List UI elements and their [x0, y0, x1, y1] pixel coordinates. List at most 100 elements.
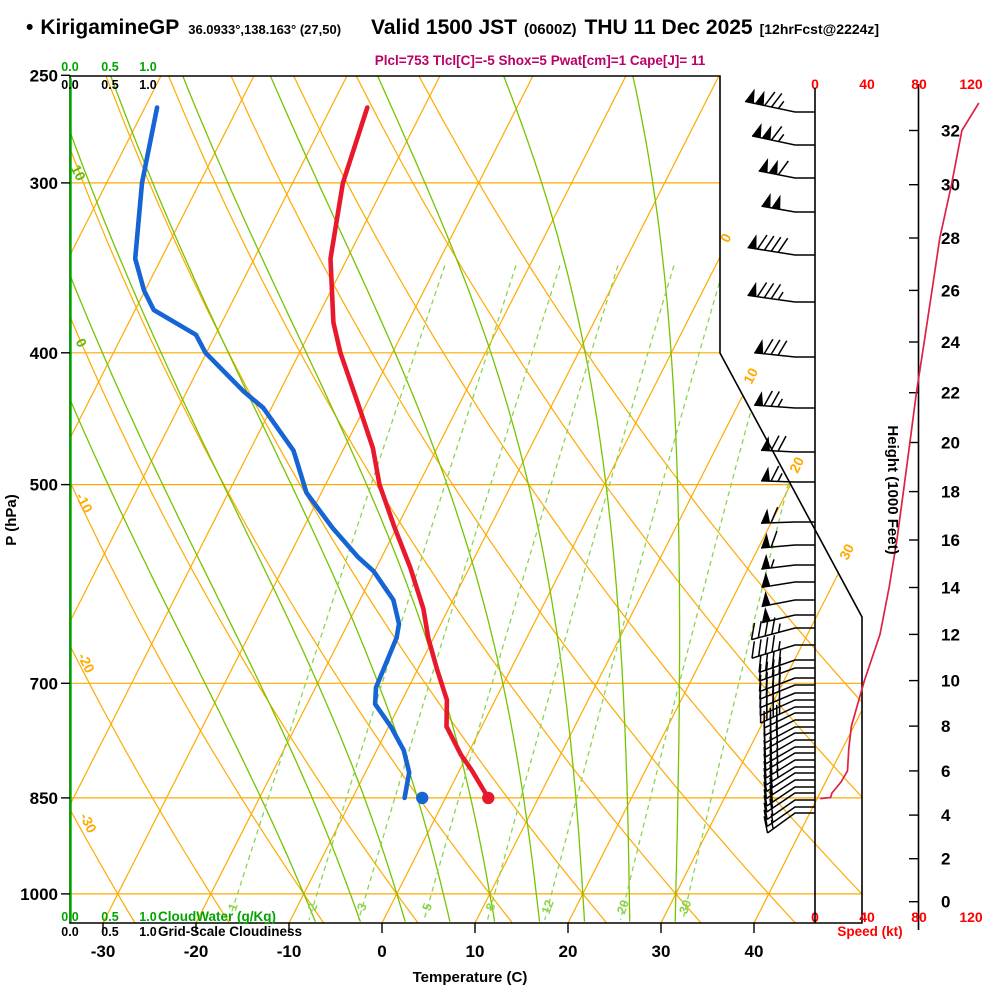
mixing-ratio-line	[619, 265, 792, 921]
temperature-axis-title: Temperature (C)	[413, 969, 528, 986]
wind-barb-full	[763, 781, 768, 799]
wind-barb-full	[777, 237, 789, 253]
wind-barb-full	[763, 795, 768, 813]
mixing-ratio-label: 3	[354, 901, 370, 912]
mixing-ratio-line	[308, 265, 517, 921]
isotherm-edge-label: 10	[740, 365, 761, 386]
dry-adiabat-line	[230, 76, 796, 923]
wind-barb-staff	[760, 449, 815, 453]
cloudiness-scale-value: 1.0	[139, 78, 156, 92]
sounding-curves	[132, 105, 495, 805]
wind-barb-half	[777, 100, 785, 109]
wind-barb-staff	[767, 812, 815, 834]
wind-barb-staff	[754, 404, 815, 409]
wind-barb-full	[757, 639, 762, 657]
wind-barb-full	[770, 92, 783, 108]
station-bullet-icon: •	[26, 16, 34, 39]
cloudiness-scale-title: Grid-Scale Cloudiness	[158, 924, 302, 939]
wind-barb-flag	[747, 234, 757, 249]
forecast-run-info: [12hrFcst@2224z]	[759, 21, 880, 37]
valid-time: Valid 1500 JST	[371, 16, 517, 39]
wind-barb-staff	[765, 746, 815, 765]
moist-adiabat-line	[70, 76, 406, 922]
valid-date: THU 11 Dec 2025	[584, 16, 753, 39]
wind-barb-staff	[747, 246, 815, 256]
wind-barb-full	[763, 235, 775, 251]
wind-barb-staff	[761, 544, 815, 549]
mixing-ratio-line	[228, 265, 446, 921]
wind-barb-staff	[759, 699, 815, 717]
wind-barb-staff	[751, 627, 815, 641]
mixing-ratio-line	[544, 265, 725, 921]
mixing-ratio-label: 8	[483, 901, 499, 912]
stability-parameters: Plcl=753 Tlcl[C]=-5 Shox=5 Pwat[cm]=1 Ca…	[374, 53, 706, 68]
pressure-axis-title: P (hPa)	[3, 494, 20, 545]
temperature-tick-label: 10	[466, 942, 485, 961]
wind-barb-staff	[764, 726, 815, 744]
isotherm-edge-label: 30	[836, 541, 857, 562]
station-coordinates: 36.0933°,138.163° (27,50)	[188, 22, 342, 37]
wind-barb-half	[777, 640, 781, 651]
wind-barb-full	[777, 435, 787, 452]
wind-barb-full	[764, 619, 769, 637]
wind-barb-full	[769, 749, 773, 767]
moist-adiabat-line	[70, 76, 362, 922]
height-axis-title: Height (1000 Feet)	[884, 425, 901, 554]
wind-barb-staff	[760, 480, 815, 483]
wind-barb-full	[770, 236, 782, 252]
dry-adiabat-line	[70, 76, 324, 923]
height-tick-label: 8	[941, 717, 950, 736]
mixing-ratio-line	[682, 265, 846, 921]
cloudwater-scale-value: 1.0	[139, 910, 156, 924]
wind-barb-staff	[761, 599, 815, 608]
pressure-tick-label: 500	[30, 476, 58, 495]
mixing-ratio-label: 12	[539, 898, 557, 916]
temperature-tick-label: -10	[277, 942, 302, 961]
wind-barb-full	[763, 802, 768, 820]
cloudiness-scale-value: 0.5	[101, 925, 118, 939]
wind-barb-staff	[766, 799, 815, 821]
wind-barb-staff	[761, 564, 815, 570]
height-tick-label: 6	[941, 762, 950, 781]
isotherm-edge-label: 20	[786, 454, 807, 475]
mixing-ratio-label: 2	[305, 901, 321, 912]
dry-adiabat-line	[70, 76, 230, 923]
moist-adiabat-lines	[70, 76, 681, 922]
isotherm-line	[195, 76, 627, 923]
wind-barb-flag	[752, 123, 762, 138]
wind-barb-full	[758, 655, 762, 673]
cloudiness-scale-value: 0.0	[61, 925, 78, 939]
wind-barb-full	[764, 653, 769, 671]
wind-barb-full	[770, 283, 782, 300]
wind-barb-staff	[759, 667, 815, 682]
pressure-tick-label: 1000	[20, 885, 58, 904]
dry-adiabat-line	[167, 76, 702, 923]
wind-barb-staff	[760, 706, 815, 724]
wind-barb-full	[769, 757, 773, 775]
wind-barb-full	[763, 774, 768, 792]
height-tick-label: 28	[941, 229, 960, 248]
mixing-ratio-label: 1	[225, 901, 241, 912]
dry-adiabat-line	[70, 76, 513, 923]
wind-barb-full	[756, 282, 768, 298]
height-tick-label: 26	[941, 281, 960, 300]
moist-adiabat-line	[374, 76, 586, 922]
wind-barb-full	[777, 340, 788, 356]
wind-barb-half	[776, 768, 779, 778]
wind-barb-half	[770, 559, 775, 569]
wind-barb-flag	[761, 466, 770, 482]
wind-speed-profile-line	[820, 102, 980, 800]
isotherm-line	[70, 76, 348, 923]
wind-barb-full	[771, 659, 775, 677]
isotherm-line	[567, 76, 862, 923]
isotherm-line	[288, 76, 720, 923]
wind-barb-full	[769, 785, 774, 803]
height-tick-label: 30	[941, 176, 960, 195]
wind-barb-full	[778, 674, 781, 692]
speed-scale-label-bottom: 40	[859, 909, 875, 925]
wind-barb-flag	[761, 125, 772, 140]
wind-barb-staff	[766, 792, 815, 813]
wind-barb-full	[764, 637, 769, 655]
mixing-ratio-label: 5	[420, 901, 436, 912]
